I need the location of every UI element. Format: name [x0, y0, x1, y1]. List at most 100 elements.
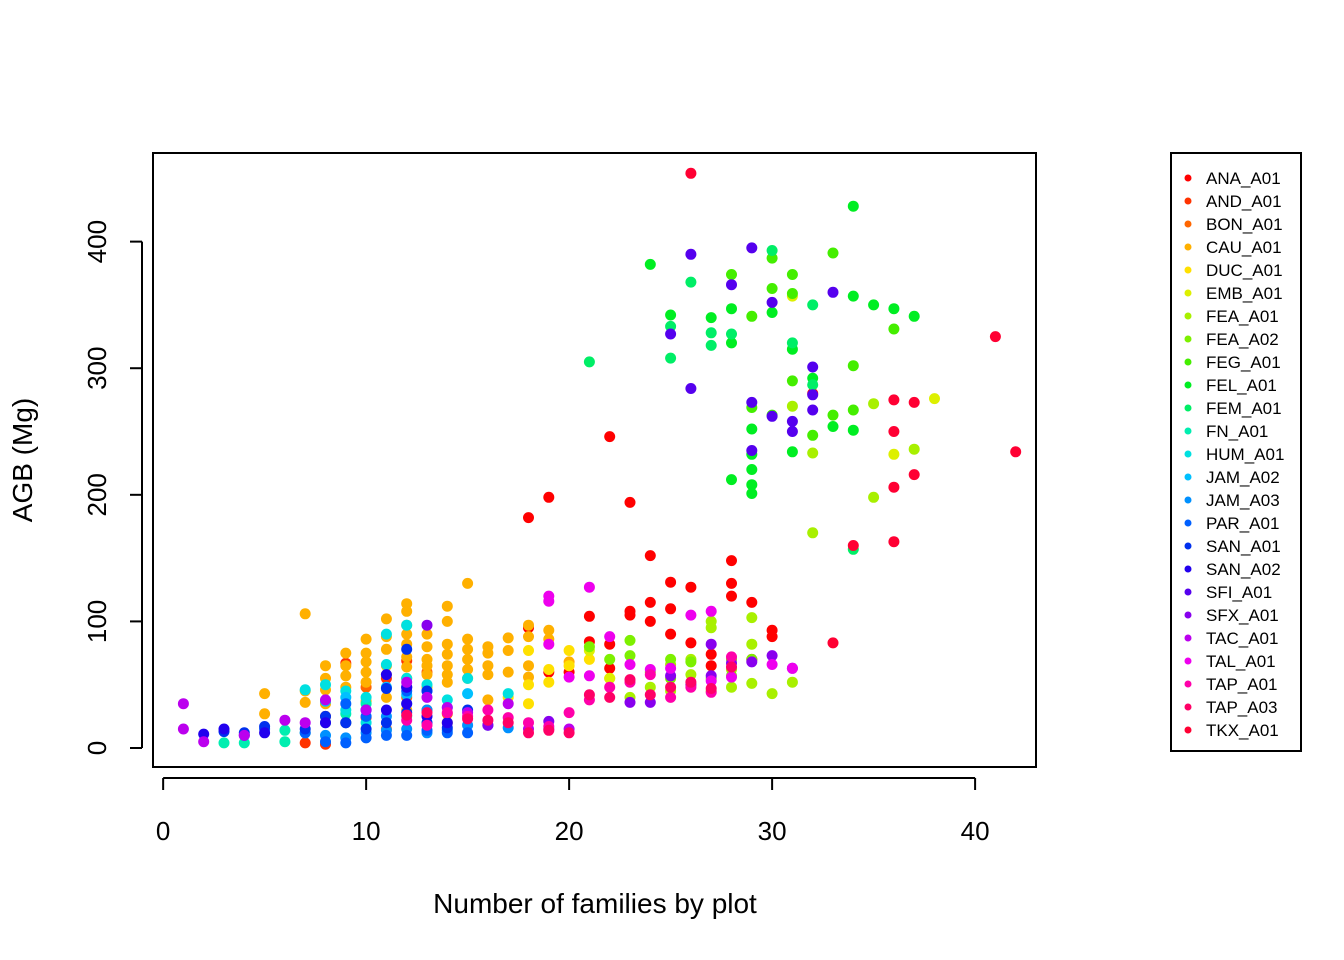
data-point	[177, 723, 189, 735]
data-point	[726, 681, 737, 693]
data-point	[482, 647, 494, 659]
data-point	[827, 421, 839, 432]
data-point	[807, 429, 819, 441]
data-point	[502, 666, 514, 678]
series-tal-a01	[543, 581, 798, 687]
data-point	[279, 714, 291, 726]
data-point	[604, 631, 616, 643]
data-point	[380, 613, 392, 625]
legend-marker	[1184, 634, 1192, 642]
data-point	[726, 269, 737, 280]
data-point	[523, 679, 534, 691]
series-sfi-a01	[665, 242, 839, 456]
data-point	[685, 669, 697, 681]
x-axis: 0 10 20 30 40	[156, 777, 990, 846]
data-point	[1010, 446, 1022, 458]
data-point	[665, 320, 677, 332]
data-point	[380, 659, 392, 670]
data-point	[786, 400, 798, 412]
legend-label: TKX_A01	[1206, 721, 1279, 740]
data-point	[685, 637, 697, 649]
data-point	[523, 717, 534, 729]
data-point	[563, 645, 575, 656]
data-point	[705, 327, 717, 339]
data-point	[644, 615, 656, 627]
data-point	[299, 717, 311, 729]
data-point	[766, 245, 778, 256]
legend-label: FEL_A01	[1206, 376, 1277, 395]
data-point	[523, 512, 534, 524]
data-point	[259, 727, 271, 739]
legend-label: TAL_A01	[1206, 652, 1276, 671]
data-point	[705, 312, 717, 324]
data-point	[462, 688, 474, 700]
data-point	[380, 729, 392, 741]
y-tick-label: 400	[82, 220, 112, 263]
legend-marker	[1184, 496, 1192, 504]
data-point	[502, 698, 514, 710]
data-point	[624, 496, 636, 508]
data-point	[908, 396, 920, 408]
data-point	[441, 600, 453, 612]
data-point	[888, 448, 900, 460]
data-point	[218, 737, 230, 749]
legend-label: SFI_A01	[1206, 583, 1272, 602]
data-point	[644, 669, 656, 681]
data-point	[380, 691, 392, 703]
data-point	[786, 676, 798, 688]
data-point	[604, 638, 616, 650]
data-point	[746, 464, 758, 475]
data-point	[847, 290, 859, 302]
data-point	[746, 488, 758, 499]
data-point	[746, 310, 758, 322]
data-point	[786, 662, 798, 674]
legend-marker	[1184, 381, 1192, 389]
data-point	[563, 707, 575, 719]
series-fem-a01	[583, 245, 859, 555]
data-point	[462, 713, 474, 725]
data-point	[888, 536, 900, 548]
y-axis-title: AGB (Mg)	[7, 398, 38, 522]
data-point	[888, 323, 900, 335]
data-point	[421, 641, 433, 653]
series-fel-a01	[644, 200, 920, 499]
data-point	[624, 634, 636, 646]
data-point	[604, 653, 616, 665]
data-point	[786, 288, 798, 299]
data-point	[523, 671, 534, 683]
data-point	[421, 619, 433, 631]
data-point	[604, 672, 616, 684]
data-point	[726, 328, 737, 340]
data-point	[908, 443, 920, 455]
data-point	[523, 619, 534, 631]
data-point	[441, 669, 453, 681]
data-point	[583, 641, 595, 653]
data-point	[543, 595, 555, 607]
data-point	[685, 383, 697, 394]
data-point	[441, 694, 453, 706]
x-axis-title: Number of families by plot	[433, 888, 757, 919]
data-point	[482, 694, 494, 706]
data-point	[380, 669, 392, 681]
data-point	[299, 696, 311, 708]
data-point	[401, 643, 413, 655]
data-point	[665, 628, 677, 640]
data-point	[482, 714, 494, 726]
legend-label: HUM_A01	[1206, 445, 1284, 464]
data-point	[786, 426, 798, 437]
data-point	[441, 717, 453, 729]
data-point	[766, 650, 778, 662]
data-point	[807, 299, 819, 311]
data-point	[380, 643, 392, 655]
data-point	[401, 605, 413, 617]
legend-marker	[1184, 289, 1192, 297]
data-point	[462, 664, 474, 675]
x-tick-label: 0	[156, 816, 170, 846]
data-point	[360, 691, 372, 703]
data-point	[644, 681, 656, 693]
data-point	[543, 724, 555, 736]
data-point	[279, 724, 291, 736]
data-point	[543, 664, 555, 675]
data-point	[421, 691, 433, 703]
data-point	[888, 394, 900, 406]
